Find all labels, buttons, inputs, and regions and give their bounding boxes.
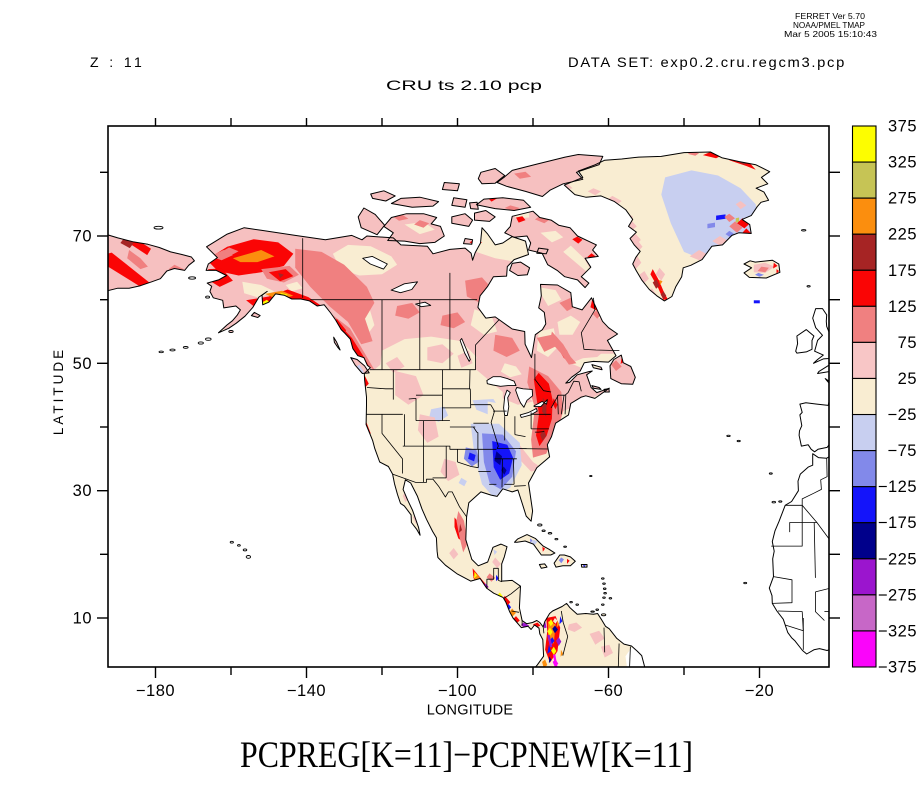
svg-text:−125: −125	[878, 478, 917, 496]
svg-text:−375: −375	[878, 659, 917, 677]
svg-text:175: 175	[888, 262, 917, 280]
svg-text:NOAA/PMEL TMAP: NOAA/PMEL TMAP	[793, 20, 865, 30]
svg-text:−60: −60	[594, 682, 624, 700]
svg-text:275: 275	[888, 190, 917, 208]
svg-text:375: 375	[888, 118, 917, 136]
svg-text:10: 10	[73, 610, 92, 628]
svg-text:75: 75	[898, 334, 917, 352]
svg-text:LONGITUDE: LONGITUDE	[427, 703, 514, 719]
svg-text:−75: −75	[888, 442, 918, 460]
svg-text:125: 125	[888, 298, 917, 316]
svg-text:PCPREG[K=11]−PCPNEW[K=11]: PCPREG[K=11]−PCPNEW[K=11]	[240, 735, 693, 776]
svg-text:−25: −25	[888, 406, 918, 424]
svg-text:−180: −180	[136, 682, 175, 700]
svg-text:Z : 11: Z : 11	[90, 54, 145, 70]
svg-text:−20: −20	[745, 682, 775, 700]
svg-text:−275: −275	[878, 586, 917, 604]
svg-text:LATITUDE: LATITUDE	[51, 347, 66, 435]
svg-text:DATA SET: exp0.2.cru.regcm3.pc: DATA SET: exp0.2.cru.regcm3.pcp	[568, 54, 846, 70]
svg-text:25: 25	[898, 370, 917, 388]
svg-text:−140: −140	[287, 682, 326, 700]
svg-text:50: 50	[73, 355, 92, 373]
svg-text:CRU ts 2.10 pcp: CRU ts 2.10 pcp	[386, 77, 542, 93]
svg-text:30: 30	[73, 482, 92, 500]
svg-text:70: 70	[73, 228, 92, 246]
svg-text:−225: −225	[878, 550, 917, 568]
svg-text:Mar 5 2005 15:10:43: Mar 5 2005 15:10:43	[784, 29, 877, 39]
svg-text:−100: −100	[438, 682, 477, 700]
svg-text:−175: −175	[878, 514, 917, 532]
svg-text:FERRET Ver 5.70: FERRET Ver 5.70	[795, 11, 865, 21]
svg-text:325: 325	[888, 154, 917, 172]
svg-text:225: 225	[888, 226, 917, 244]
svg-text:−325: −325	[878, 622, 917, 640]
